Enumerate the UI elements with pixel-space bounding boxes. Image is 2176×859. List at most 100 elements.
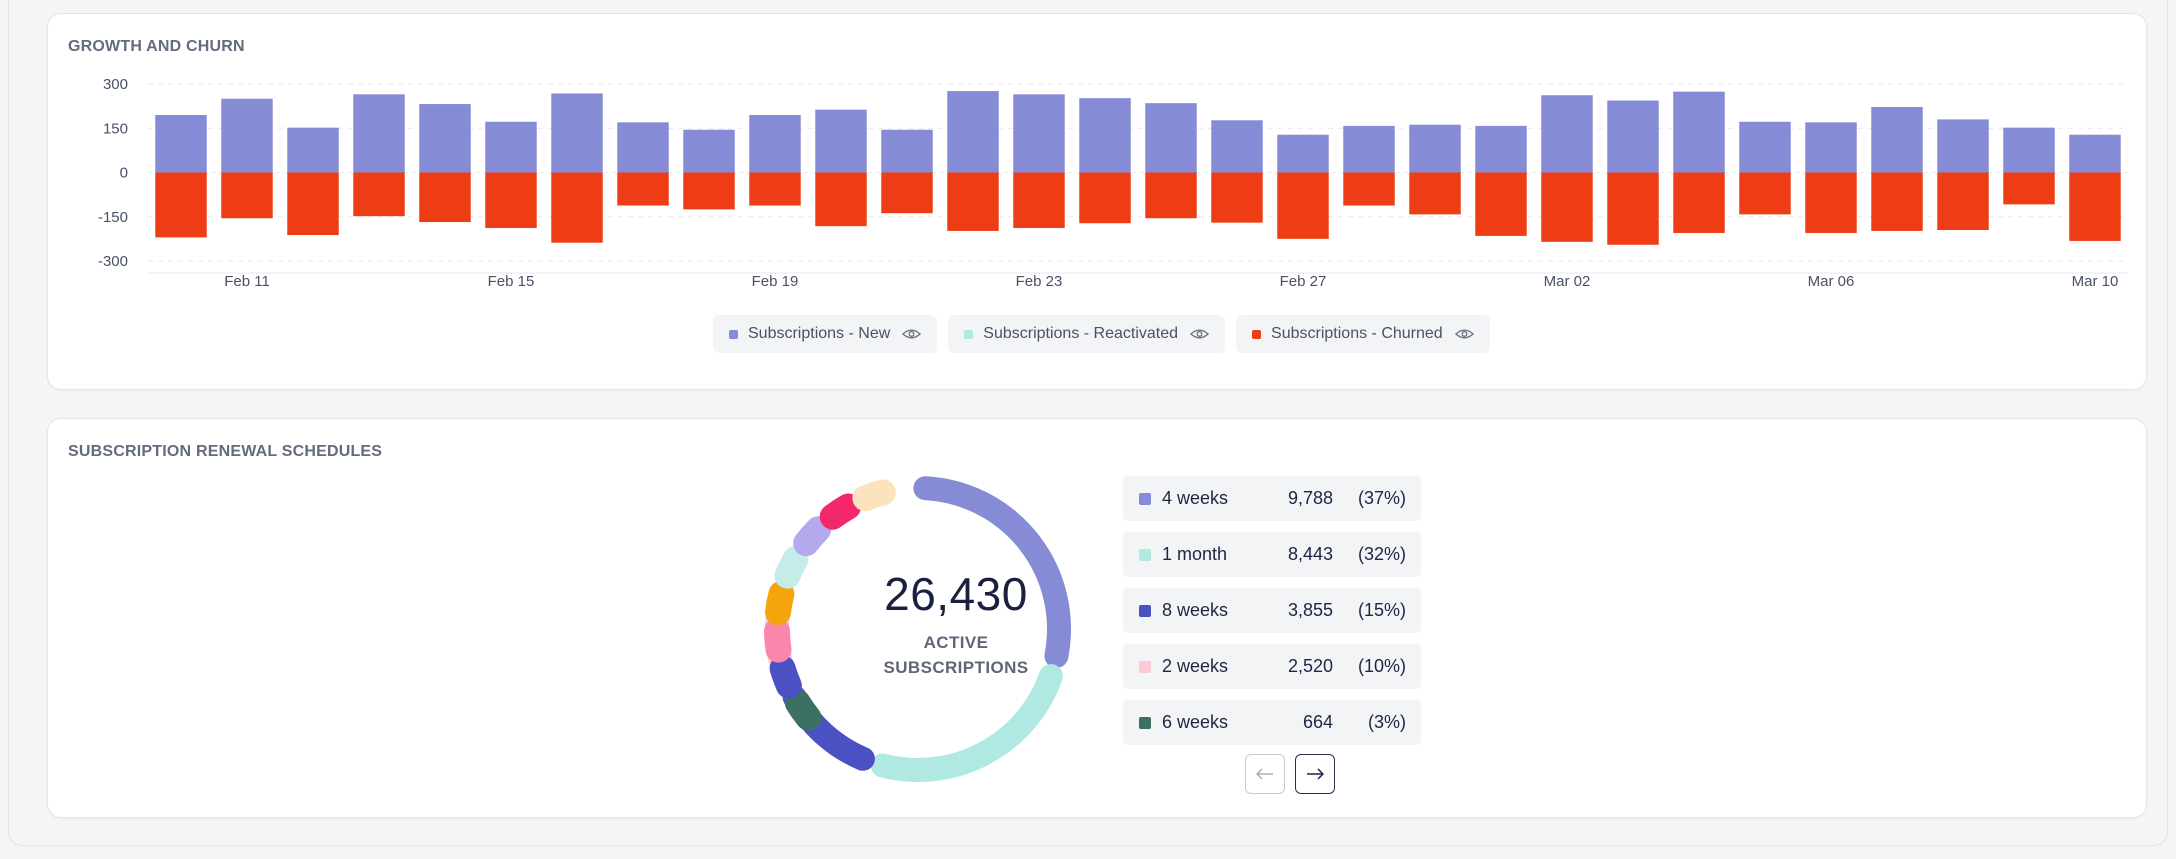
bar-new[interactable] bbox=[2003, 127, 2055, 173]
growth-churn-chart: 300 150 0 -150 -300 Feb 11 Feb 15 Feb 19 Feb 23 F… bbox=[98, 76, 2128, 290]
bar-churned[interactable] bbox=[1805, 172, 1857, 233]
legend-label-new: Subscriptions - New bbox=[748, 325, 891, 342]
legend-item-new[interactable]: Subscriptions - New bbox=[713, 315, 938, 353]
next-page-button[interactable] bbox=[1295, 754, 1335, 794]
bar-churned[interactable] bbox=[815, 172, 867, 227]
legend-item-reactivated[interactable]: Subscriptions - Reactivated bbox=[948, 315, 1226, 353]
bar-new[interactable] bbox=[287, 127, 339, 173]
bar-new[interactable] bbox=[155, 114, 207, 173]
bar-new[interactable] bbox=[1079, 98, 1131, 173]
renewal-row-4-weeks[interactable]: 4 weeks 9,788 (37%) bbox=[1123, 476, 1421, 521]
bar-churned[interactable] bbox=[1937, 172, 1989, 231]
donut-segment-small[interactable] bbox=[774, 546, 809, 589]
bar-new[interactable] bbox=[1211, 120, 1263, 173]
bar-new[interactable] bbox=[815, 109, 867, 173]
bar-churned[interactable] bbox=[881, 172, 933, 214]
donut-segment-small[interactable] bbox=[819, 493, 862, 530]
bar-new[interactable] bbox=[1277, 134, 1329, 173]
bar-new[interactable] bbox=[1805, 122, 1857, 173]
prev-page-button[interactable] bbox=[1245, 754, 1285, 794]
donut-segment-small[interactable] bbox=[765, 580, 795, 626]
y-tick-label: 150 bbox=[103, 120, 128, 137]
donut-segment-small[interactable] bbox=[769, 655, 802, 699]
renewal-row-1-month[interactable]: 1 month 8,443 (32%) bbox=[1123, 532, 1421, 577]
bar-churned[interactable] bbox=[1211, 172, 1263, 223]
bar-new[interactable] bbox=[551, 93, 603, 173]
bar-churned[interactable] bbox=[221, 172, 273, 219]
bar-churned[interactable] bbox=[1145, 172, 1197, 219]
row-percent: (37%) bbox=[1357, 488, 1406, 508]
bar-churned[interactable] bbox=[551, 172, 603, 243]
bar-churned[interactable] bbox=[1739, 172, 1791, 215]
renewal-row-8-weeks[interactable]: 8 weeks 3,855 (15%) bbox=[1123, 588, 1421, 633]
bar-new[interactable] bbox=[2069, 134, 2121, 173]
row-label: 6 weeks bbox=[1162, 712, 1229, 732]
bar-new[interactable] bbox=[947, 91, 999, 173]
bar-new[interactable] bbox=[221, 98, 273, 173]
donut-segment-small[interactable] bbox=[784, 689, 822, 731]
eye-icon[interactable] bbox=[902, 328, 922, 340]
bar-churned[interactable] bbox=[1607, 172, 1659, 245]
bar-churned[interactable] bbox=[1541, 172, 1593, 242]
bar-churned[interactable] bbox=[419, 172, 471, 223]
renewal-row-2-weeks[interactable]: 2 weeks 2,520 (10%) bbox=[1123, 644, 1421, 689]
bar-new[interactable] bbox=[485, 121, 537, 173]
bar-churned[interactable] bbox=[683, 172, 735, 210]
row-count: 664 bbox=[1302, 712, 1333, 732]
bar-churned[interactable] bbox=[1475, 172, 1527, 236]
legend-item-churned[interactable]: Subscriptions - Churned bbox=[1236, 315, 1490, 353]
bar-new[interactable] bbox=[683, 129, 735, 173]
bar-new[interactable] bbox=[1013, 94, 1065, 173]
bar-new[interactable] bbox=[1673, 91, 1725, 173]
bar-churned[interactable] bbox=[2003, 172, 2055, 205]
eye-icon[interactable] bbox=[1454, 328, 1474, 340]
active-label-line1: ACTIVE bbox=[923, 633, 989, 652]
donut-segment-4-weeks[interactable] bbox=[913, 476, 1071, 668]
bar-churned[interactable] bbox=[287, 172, 339, 236]
bar-churned[interactable] bbox=[353, 172, 405, 217]
row-swatch bbox=[1139, 549, 1151, 561]
bar-new[interactable] bbox=[1343, 125, 1395, 173]
bar-new[interactable] bbox=[1871, 107, 1923, 173]
renewal-list: 4 weeks 9,788 (37%) 1 month 8,443 (32%) … bbox=[1123, 476, 1421, 756]
bar-new[interactable] bbox=[749, 114, 801, 173]
bar-new[interactable] bbox=[1475, 125, 1527, 173]
active-subscriptions-label: ACTIVE SUBSCRIPTIONS bbox=[821, 630, 1091, 680]
donut-segment-small[interactable] bbox=[852, 479, 896, 512]
row-swatch bbox=[1139, 493, 1151, 505]
bar-churned[interactable] bbox=[1343, 172, 1395, 206]
bar-churned[interactable] bbox=[947, 172, 999, 231]
bar-churned[interactable] bbox=[1871, 172, 1923, 231]
legend-swatch-reactivated bbox=[964, 329, 974, 339]
bar-new[interactable] bbox=[1541, 95, 1593, 173]
arrow-right-icon bbox=[1307, 768, 1324, 780]
bar-new[interactable] bbox=[881, 129, 933, 173]
bar-churned[interactable] bbox=[617, 172, 669, 206]
bar-churned[interactable] bbox=[2069, 172, 2121, 241]
bar-churned[interactable] bbox=[1013, 172, 1065, 228]
bar-new[interactable] bbox=[353, 94, 405, 173]
donut-segment-small[interactable] bbox=[793, 516, 832, 557]
bar-churned[interactable] bbox=[1673, 172, 1725, 233]
bar-new[interactable] bbox=[1145, 103, 1197, 173]
renewal-row-6-weeks[interactable]: 6 weeks 664 (3%) bbox=[1123, 700, 1421, 745]
bar-new[interactable] bbox=[419, 104, 471, 173]
bar-churned[interactable] bbox=[1079, 172, 1131, 224]
bar-new[interactable] bbox=[1409, 124, 1461, 173]
bar-new[interactable] bbox=[617, 122, 669, 173]
bar-churned[interactable] bbox=[485, 172, 537, 228]
arrow-left-icon bbox=[1256, 768, 1273, 780]
donut-segment-small[interactable] bbox=[764, 618, 792, 663]
bar-churned[interactable] bbox=[1277, 172, 1329, 239]
bar-churned[interactable] bbox=[155, 172, 207, 238]
legend-swatch-churned bbox=[1252, 329, 1262, 339]
y-tick-label: -150 bbox=[98, 209, 128, 226]
bar-new[interactable] bbox=[1739, 121, 1791, 173]
eye-icon[interactable] bbox=[1190, 328, 1210, 340]
bar-churned[interactable] bbox=[749, 172, 801, 206]
bar-new[interactable] bbox=[1607, 100, 1659, 173]
bar-churned[interactable] bbox=[1409, 172, 1461, 215]
donut-segment-1-month[interactable] bbox=[870, 664, 1063, 782]
bar-new[interactable] bbox=[1937, 119, 1989, 173]
renewal-donut-chart bbox=[764, 476, 1071, 782]
